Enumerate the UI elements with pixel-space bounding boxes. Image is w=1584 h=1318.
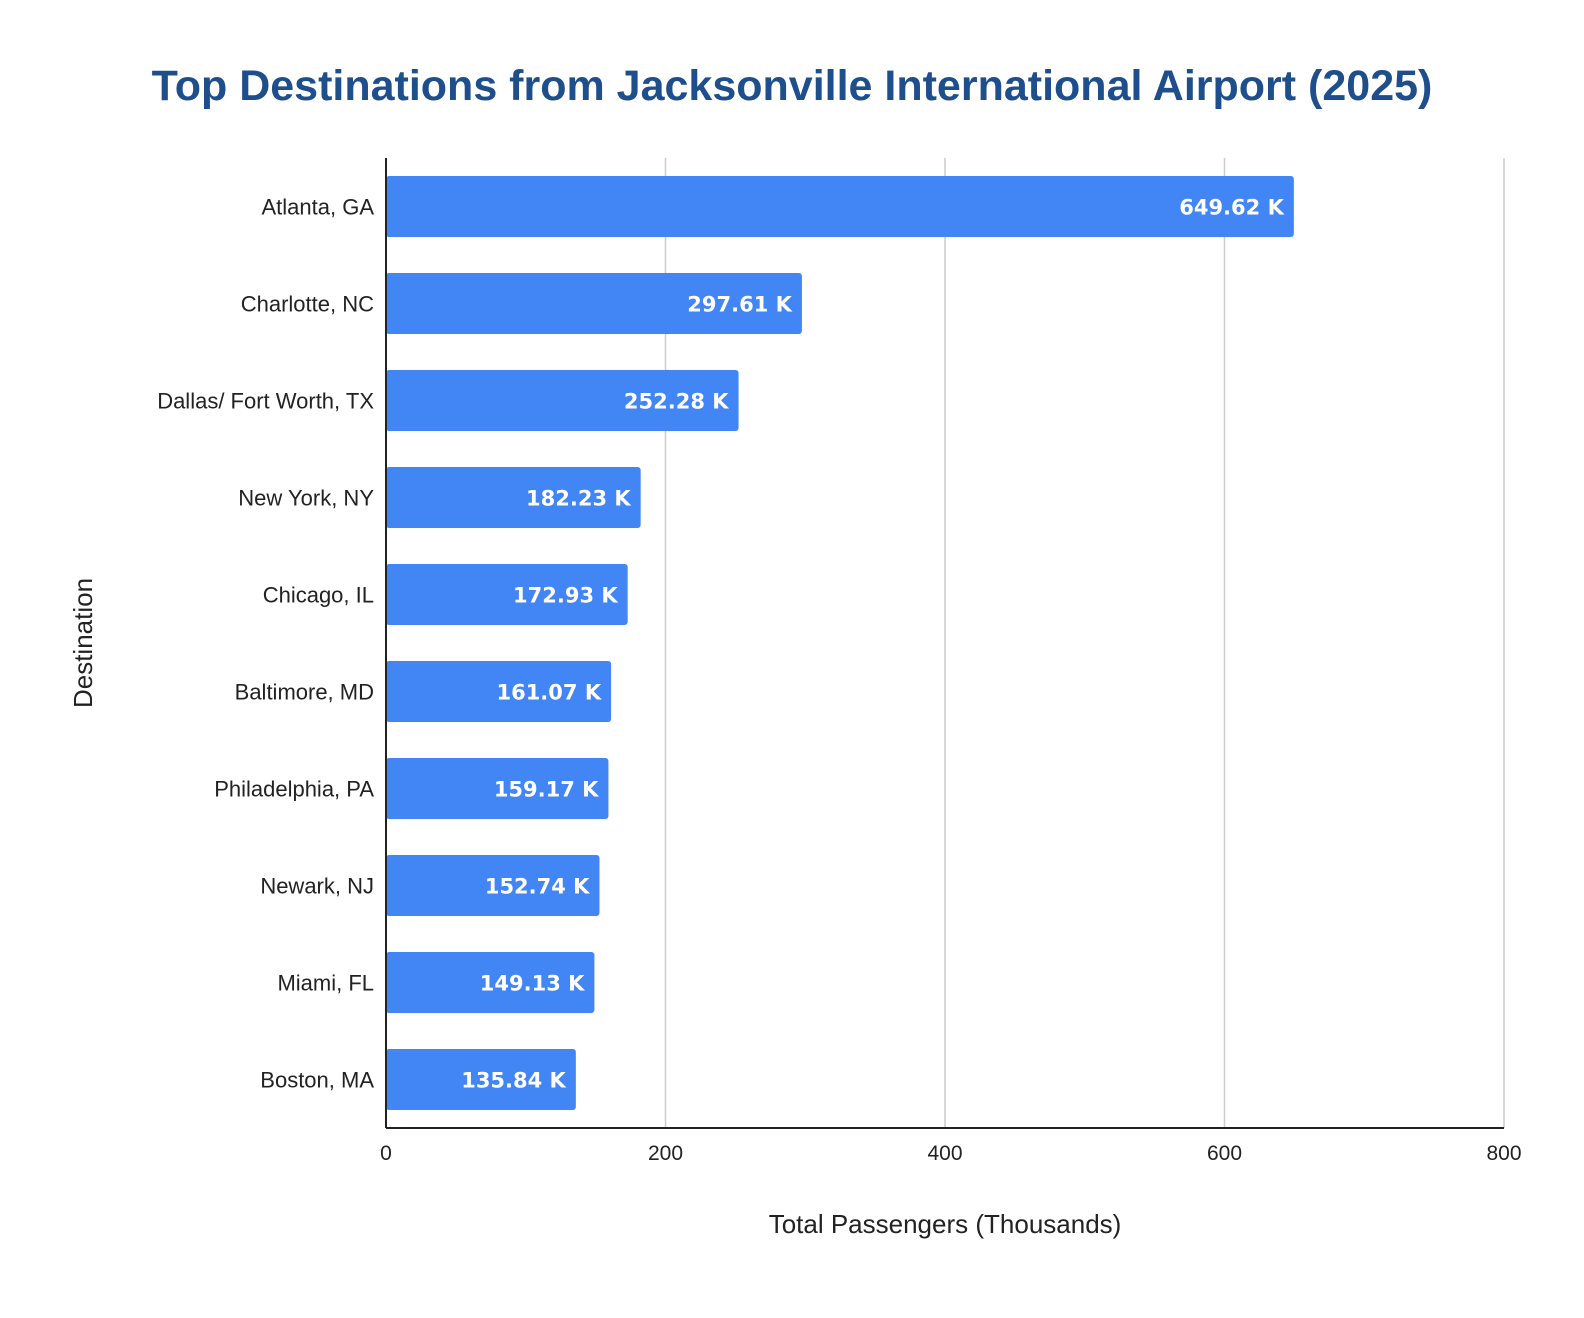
data-label: 172.93 K [513, 584, 618, 608]
bar [386, 952, 595, 1013]
data-label: 159.17 K [494, 778, 599, 802]
bar [386, 370, 739, 431]
data-label: 649.62 K [1179, 196, 1284, 220]
category-label: Chicago, IL [263, 583, 374, 608]
category-label: Boston, MA [260, 1068, 374, 1093]
category-label: Baltimore, MD [235, 680, 374, 705]
x-tick-label: 400 [927, 1142, 962, 1165]
bar [386, 467, 641, 528]
category-label: Charlotte, NC [241, 292, 374, 317]
labels: 0 200 400 600 800 Atlanta, GA 649.62 K Charlott… [157, 195, 1521, 1166]
data-label: 161.07 K [496, 681, 601, 705]
x-tick-label: 0 [380, 1142, 392, 1165]
data-label: 297.61 K [687, 293, 792, 317]
data-label: 252.28 K [624, 390, 729, 414]
data-label: 182.23 K [526, 487, 631, 511]
x-tick-label: 200 [648, 1142, 683, 1165]
category-label: New York, NY [238, 486, 374, 511]
bar [386, 1049, 576, 1110]
category-label: Newark, NJ [260, 874, 374, 899]
category-label: Miami, FL [277, 971, 374, 996]
axes [385, 158, 1504, 1129]
bar [386, 176, 1294, 237]
x-axis-title: Total Passengers (Thousands) [769, 1209, 1122, 1239]
bar [386, 273, 802, 334]
bar [386, 855, 600, 916]
bars [386, 176, 1294, 1110]
data-label: 152.74 K [485, 875, 590, 899]
y-axis-title: Destination [68, 578, 98, 708]
category-label: Philadelphia, PA [214, 777, 374, 802]
x-tick-label: 600 [1207, 1142, 1242, 1165]
bar [386, 661, 612, 722]
category-label: Atlanta, GA [261, 195, 374, 220]
category-label: Dallas/ Fort Worth, TX [157, 389, 374, 414]
bar [386, 758, 609, 819]
data-label: 149.13 K [480, 972, 585, 996]
x-tick-label: 800 [1486, 1142, 1521, 1165]
bar [386, 564, 628, 625]
chart-title: Top Destinations from Jacksonville Inter… [151, 62, 1433, 110]
data-label: 135.84 K [461, 1069, 566, 1093]
